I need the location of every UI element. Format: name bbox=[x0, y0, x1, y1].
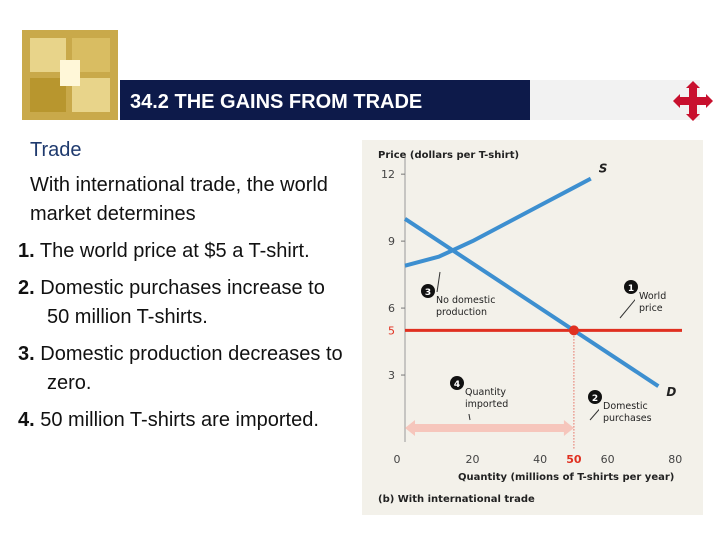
intro: With international trade, the world mark… bbox=[30, 174, 328, 225]
annotation-text: Quantity bbox=[465, 387, 506, 398]
x-tick-label: 60 bbox=[601, 453, 615, 466]
item-number: 2. bbox=[18, 277, 35, 299]
annotation-marker bbox=[588, 390, 602, 404]
y-tick-label: 3 bbox=[388, 369, 395, 382]
item-text: Domestic production decreases to zero. bbox=[40, 343, 343, 394]
chart-panel bbox=[362, 140, 703, 515]
annotation-number: 3 bbox=[425, 288, 431, 298]
y-tick-label: 9 bbox=[388, 235, 395, 248]
annotation-number: 4 bbox=[454, 380, 460, 390]
annotation-box bbox=[635, 288, 693, 318]
curve bbox=[403, 217, 660, 388]
item-text: 50 million T-shirts are imported. bbox=[40, 409, 319, 431]
curve bbox=[404, 176, 592, 268]
curve-label: S bbox=[599, 162, 608, 176]
title-bar bbox=[120, 80, 530, 120]
item-number: 3. bbox=[18, 343, 35, 365]
import-arrow bbox=[405, 420, 574, 436]
x-tick-label: 20 bbox=[466, 453, 480, 466]
annotation-marker bbox=[450, 376, 464, 390]
annotation-text: price bbox=[639, 303, 663, 314]
heading: Trade bbox=[30, 139, 82, 161]
annotation-text: No domestic bbox=[436, 295, 495, 306]
list-item: 3. Domestic production decreases to zero… bbox=[18, 340, 348, 398]
list-item: 1. The world price at $5 a T-shirt. bbox=[18, 237, 348, 266]
x-tick-label: 80 bbox=[668, 453, 682, 466]
item-text: Domestic purchases increase to 50 millio… bbox=[40, 277, 325, 328]
annotation-text: imported bbox=[465, 399, 508, 410]
annotation-text: Domestic bbox=[603, 401, 648, 412]
annotation-box bbox=[461, 384, 519, 414]
item-text: The world price at $5 a T-shirt. bbox=[39, 240, 310, 262]
annotation-box bbox=[599, 398, 657, 428]
item-number: 4. bbox=[18, 409, 35, 431]
caption: (b) With international trade bbox=[378, 494, 535, 505]
y-axis-label: Price (dollars per T-shirt) bbox=[378, 150, 519, 161]
annotation-marker bbox=[421, 284, 435, 298]
curve-label: D bbox=[666, 385, 676, 399]
annotation-number: 2 bbox=[592, 394, 598, 404]
y-tick-label: 6 bbox=[388, 302, 395, 315]
slide-title: 34.2 THE GAINS FROM TRADE bbox=[130, 91, 422, 113]
nav-icon[interactable] bbox=[673, 81, 713, 121]
chart: Price (dollars per T-shirt) Quantity (mil… bbox=[378, 150, 693, 505]
annotation-text: World bbox=[639, 291, 666, 302]
x-tick-label-highlight: 50 bbox=[566, 453, 582, 466]
x-tick-label: 40 bbox=[533, 453, 547, 466]
logo bbox=[22, 30, 118, 120]
text-block: Trade With international trade, the worl… bbox=[18, 136, 348, 435]
y-tick-label: 12 bbox=[381, 168, 395, 181]
annotation-text: production bbox=[436, 307, 487, 318]
item-list: 1. The world price at $5 a T-shirt. 2. Do… bbox=[18, 237, 348, 435]
y-tick-label-highlight: 5 bbox=[388, 324, 395, 337]
x-tick-label: 0 bbox=[394, 453, 401, 466]
annotation-text: purchases bbox=[603, 413, 652, 424]
annotation-box bbox=[432, 292, 490, 322]
x-axis-label: Quantity (millions of T-shirts per year) bbox=[458, 472, 674, 483]
list-item: 4. 50 million T-shirts are imported. bbox=[18, 406, 348, 435]
list-item: 2. Domestic purchases increase to 50 mil… bbox=[18, 274, 348, 332]
equilibrium-point bbox=[568, 325, 579, 336]
item-number: 1. bbox=[18, 240, 35, 262]
annotation-marker bbox=[624, 280, 638, 294]
annotation-number: 1 bbox=[628, 284, 634, 294]
